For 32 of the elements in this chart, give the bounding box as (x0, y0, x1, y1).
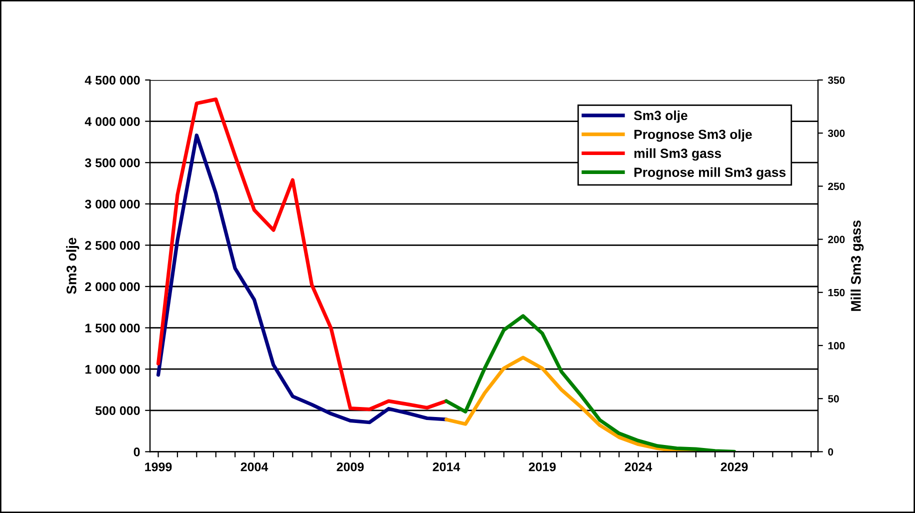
y-tick-label: 4 500 000 (84, 76, 140, 85)
y2-tick-label: 350 (828, 76, 845, 84)
y2-tick-label: 250 (828, 182, 845, 190)
y-tick-label: 3 500 000 (84, 158, 140, 168)
y2-tick-label: 150 (828, 288, 845, 296)
y-tick-label: 1 500 000 (85, 324, 140, 332)
y-tick-label: 2 500 000 (85, 241, 140, 250)
x-tick-label: 2014 (432, 462, 460, 472)
y2-tick-label: 50 (828, 395, 839, 402)
x-tick-label: 2019 (528, 462, 556, 472)
y-tick-label: 0 (134, 448, 140, 456)
y-tick-label: 2 000 000 (85, 282, 140, 292)
y-tick-label: 4 000 000 (84, 117, 140, 126)
legend-label: Prognose mill Sm3 gass (634, 167, 786, 180)
legend-label: Prognose Sm3 olje (634, 129, 752, 142)
x-tick-label: 2029 (720, 462, 748, 472)
y2-tick-label: 200 (828, 236, 845, 244)
y-tick-label: 500 000 (95, 406, 140, 416)
legend-label: mill Sm3 gass (634, 148, 722, 161)
x-tick-label: 2004 (240, 462, 268, 472)
y2-tick-label: 100 (828, 342, 845, 350)
line-series (444, 314, 736, 452)
y-axis-title: Sm3 olje (66, 238, 80, 294)
y-tick-label: 3 000 000 (84, 200, 140, 209)
x-tick-label: 2024 (624, 462, 652, 472)
y2-tick-label: 300 (828, 130, 845, 137)
x-tick-label: 2009 (336, 462, 364, 472)
y-tick-label: 1 000 000 (85, 364, 140, 374)
x-tick-label: 1999 (145, 462, 172, 472)
y2-tick-label: 0 (828, 448, 834, 456)
legend-label: Sm3 olje (634, 110, 688, 123)
y2-axis-title: Mill Sm3 gass (850, 220, 864, 311)
